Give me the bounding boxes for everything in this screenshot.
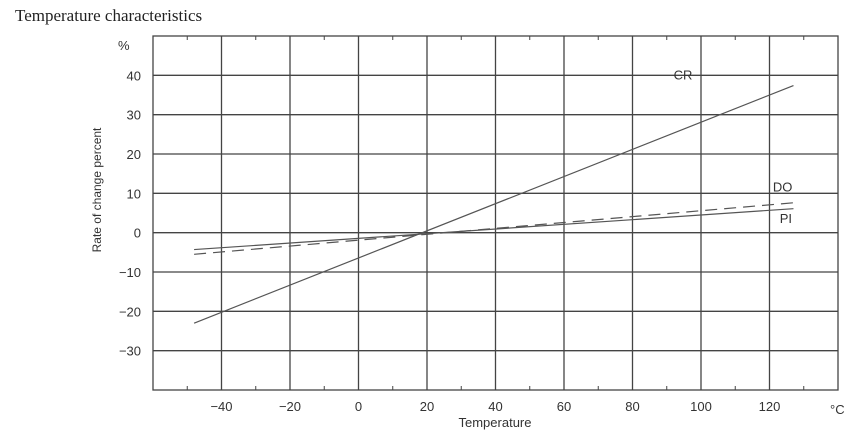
series-line-pi	[194, 208, 794, 251]
chart-title: Temperature characteristics	[15, 6, 203, 25]
x-tick-label: 120	[759, 399, 781, 414]
y-axis-label: Rate of change percent	[90, 127, 104, 252]
y-unit-label: %	[118, 38, 130, 53]
x-tick-label: 0	[355, 399, 362, 414]
y-tick-label: −10	[119, 265, 141, 280]
series-line-cr	[193, 85, 794, 324]
y-tick-label: −20	[119, 304, 141, 319]
y-tick-label: 30	[127, 108, 141, 123]
x-tick-label: −40	[210, 399, 232, 414]
y-tick-label: −30	[119, 344, 141, 359]
x-tick-label: 60	[557, 399, 571, 414]
y-tick-label: 10	[127, 186, 141, 201]
x-tick-label: −20	[279, 399, 301, 414]
y-tick-label: 40	[127, 68, 141, 83]
x-tick-label: 100	[690, 399, 712, 414]
y-tick-label: 0	[134, 226, 141, 241]
series-lines: CR DO PI	[193, 67, 794, 324]
series-label-pi: PI	[780, 211, 792, 226]
series-line-do	[194, 202, 794, 255]
series-label-cr: CR	[674, 67, 693, 82]
x-tick-label: 80	[625, 399, 639, 414]
x-unit-label: °C	[830, 402, 845, 417]
x-tick-label: 20	[420, 399, 434, 414]
x-tick-label: 40	[488, 399, 502, 414]
y-tick-label: 20	[127, 147, 141, 162]
x-axis-label: Temperature	[459, 415, 532, 430]
series-label-do: DO	[773, 179, 793, 194]
tick-labels: −40 −20 0 20 40 60 80 100 120 −30 −20 −10 0 10 20 30 40	[119, 68, 780, 414]
